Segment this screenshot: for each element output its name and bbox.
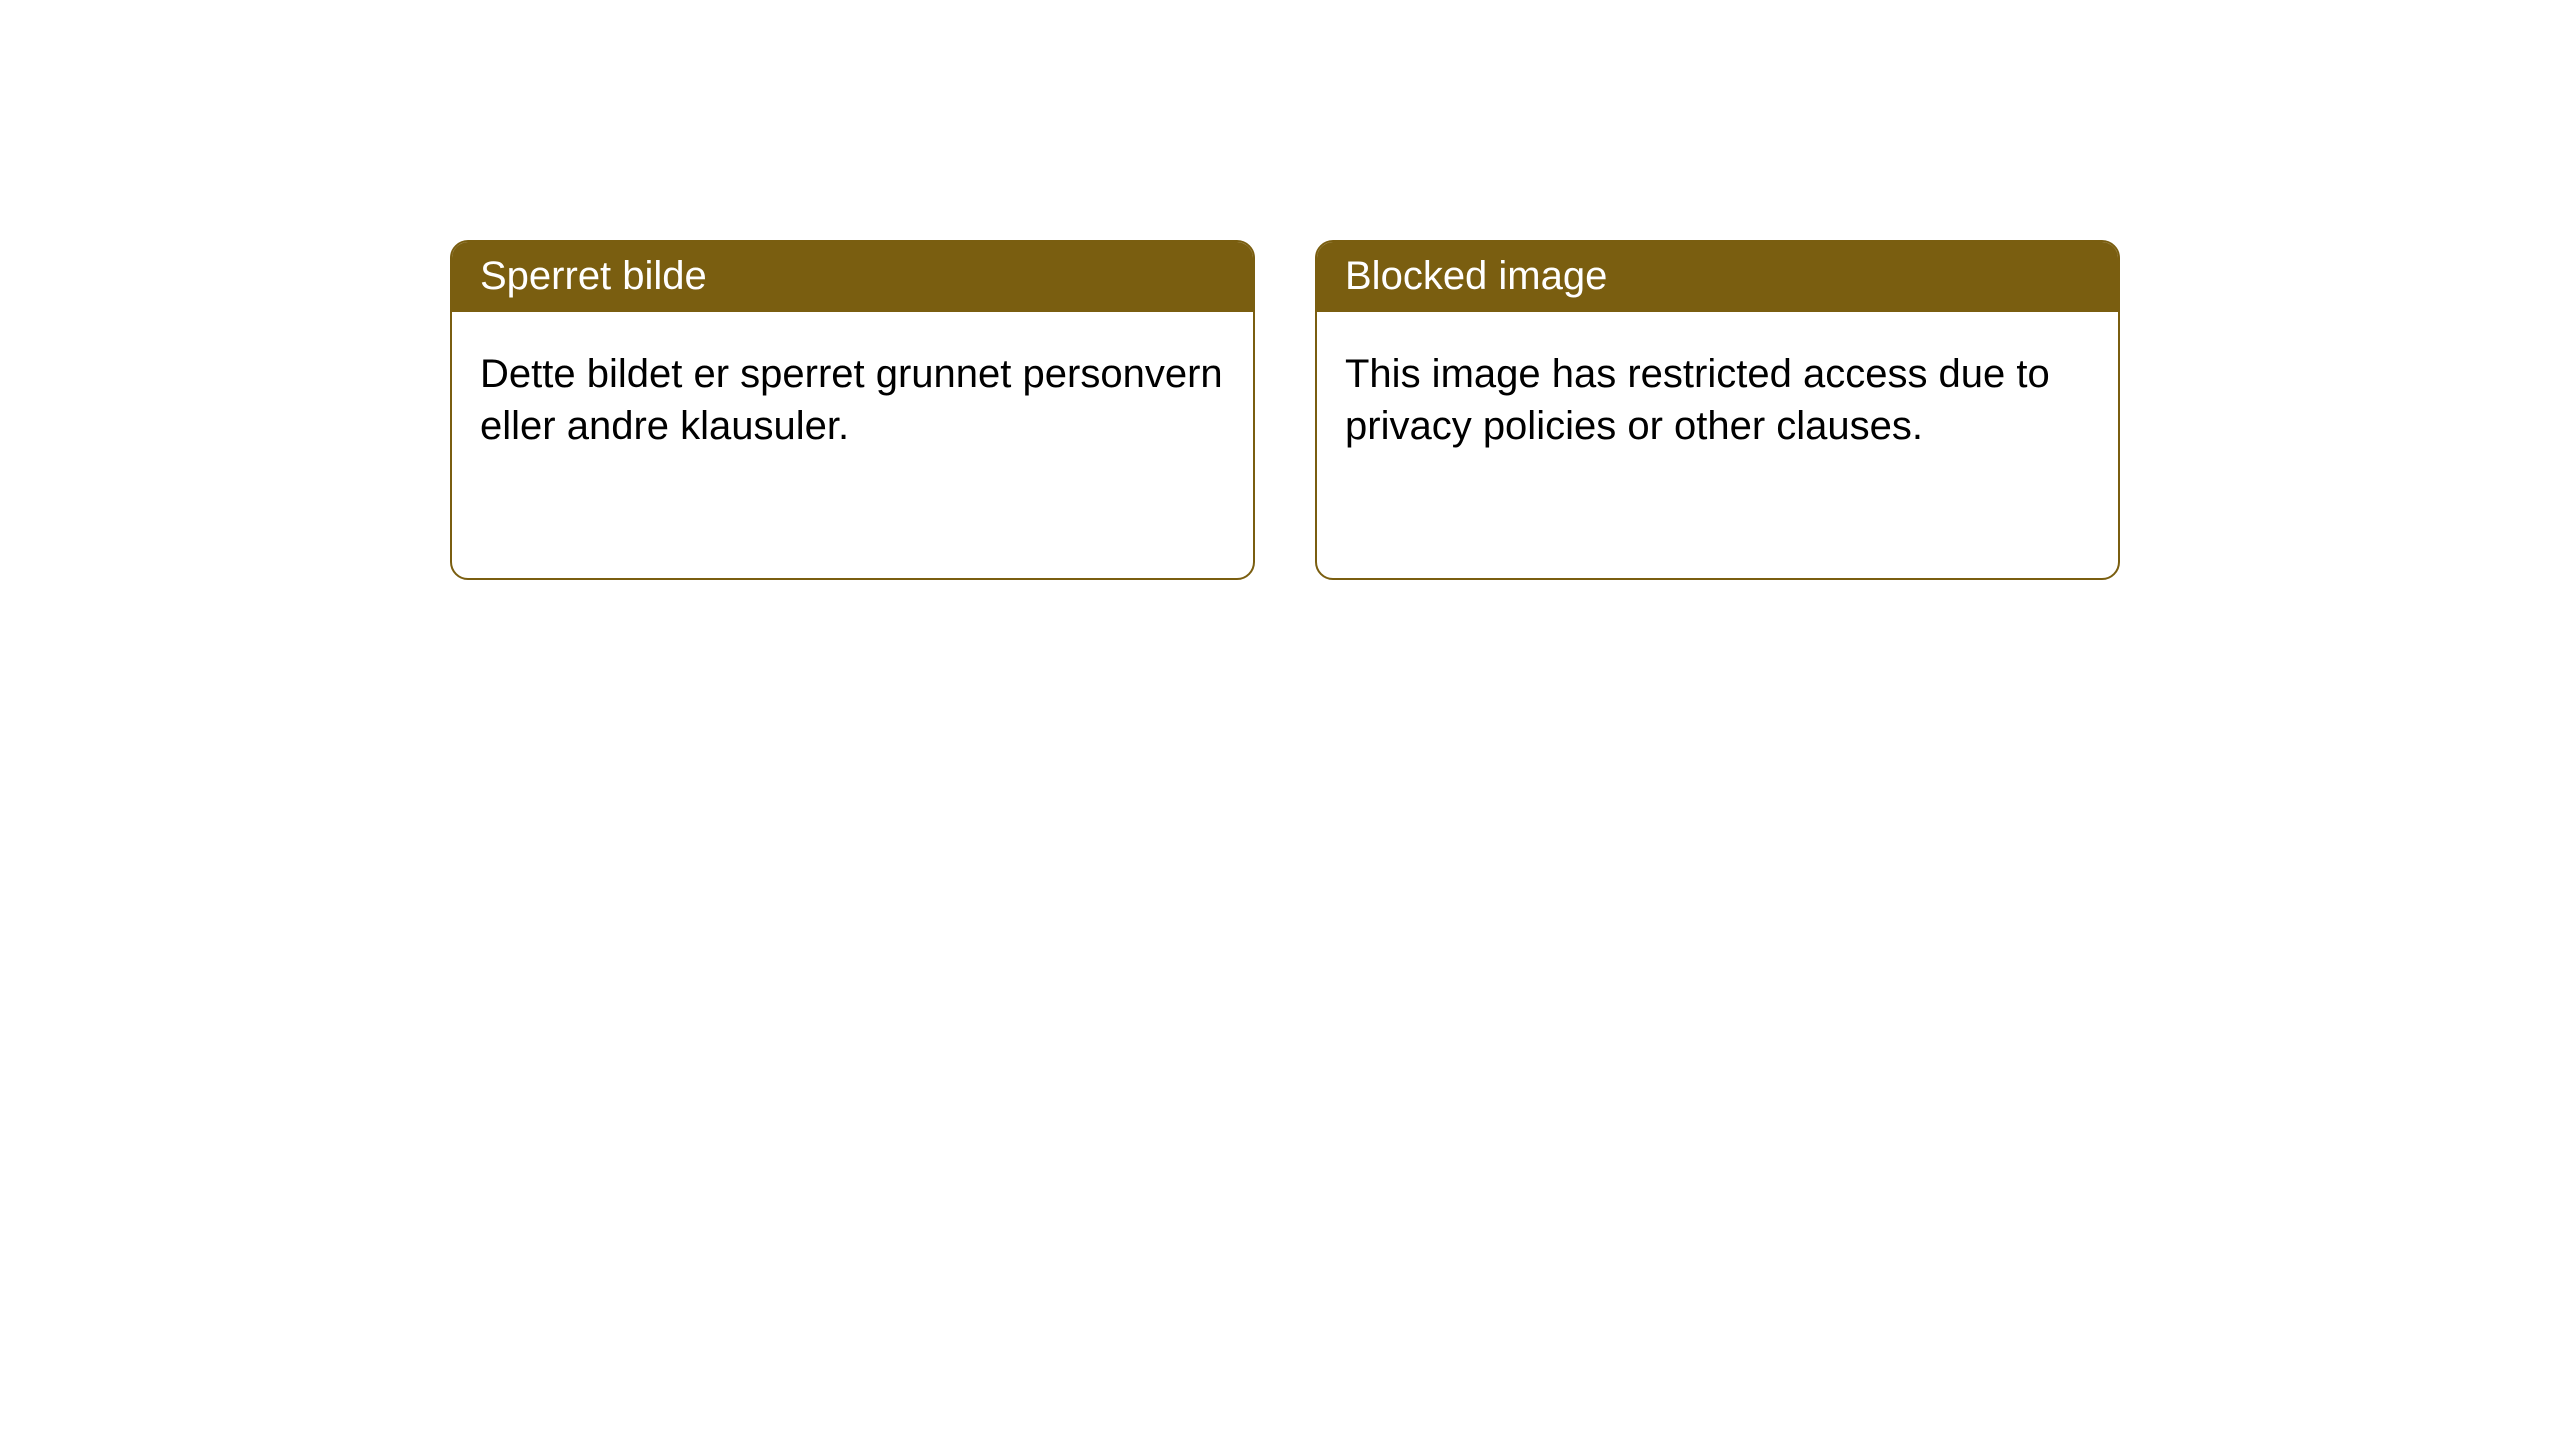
blocked-image-card-en: Blocked image This image has restricted …	[1315, 240, 2120, 580]
card-body: Dette bildet er sperret grunnet personve…	[452, 312, 1253, 488]
card-header: Blocked image	[1317, 242, 2118, 312]
card-body: This image has restricted access due to …	[1317, 312, 2118, 488]
cards-container: Sperret bilde Dette bildet er sperret gr…	[0, 0, 2560, 580]
card-header: Sperret bilde	[452, 242, 1253, 312]
blocked-image-card-no: Sperret bilde Dette bildet er sperret gr…	[450, 240, 1255, 580]
